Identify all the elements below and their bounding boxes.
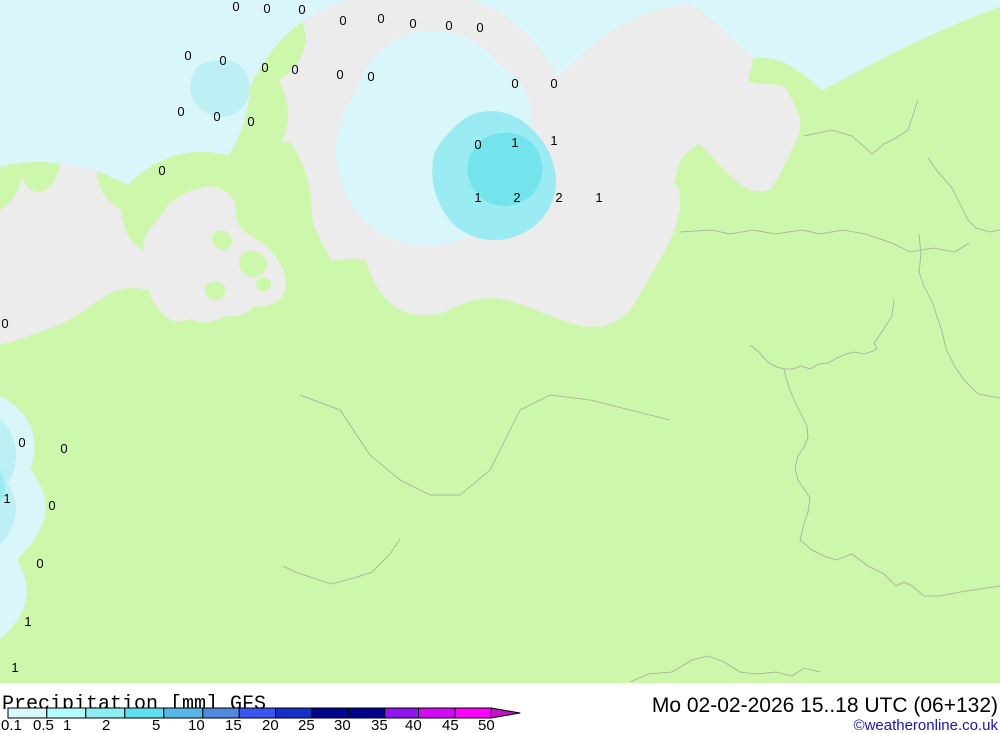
svg-text:2: 2 (102, 717, 110, 733)
svg-text:1: 1 (11, 660, 18, 675)
svg-text:0: 0 (1, 316, 8, 331)
svg-text:0: 0 (474, 137, 481, 152)
svg-text:0: 0 (336, 67, 343, 82)
svg-text:0: 0 (261, 60, 268, 75)
svg-text:0: 0 (263, 1, 270, 16)
svg-text:0: 0 (377, 11, 384, 26)
svg-text:10: 10 (188, 717, 205, 733)
svg-text:2: 2 (555, 190, 562, 205)
svg-text:20: 20 (262, 717, 279, 733)
svg-text:0: 0 (18, 435, 25, 450)
svg-text:Mo 02-02-2026 15..18 UTC (06+1: Mo 02-02-2026 15..18 UTC (06+132) (652, 694, 998, 717)
svg-text:1: 1 (595, 190, 602, 205)
svg-text:0: 0 (247, 114, 254, 129)
svg-text:0: 0 (177, 104, 184, 119)
svg-text:0: 0 (445, 18, 452, 33)
svg-text:40: 40 (405, 717, 422, 733)
svg-text:0: 0 (213, 109, 220, 124)
svg-text:1: 1 (511, 135, 518, 150)
svg-text:1: 1 (3, 491, 10, 506)
svg-text:15: 15 (225, 717, 242, 733)
svg-text:0.5: 0.5 (33, 717, 54, 733)
svg-text:45: 45 (442, 717, 459, 733)
svg-text:0: 0 (476, 20, 483, 35)
svg-text:0: 0 (60, 441, 67, 456)
svg-text:0: 0 (48, 498, 55, 513)
svg-text:0.1: 0.1 (1, 717, 22, 733)
svg-text:0: 0 (36, 556, 43, 571)
svg-text:50: 50 (478, 717, 495, 733)
svg-text:©weatheronline.co.uk: ©weatheronline.co.uk (854, 717, 999, 733)
svg-text:0: 0 (550, 76, 557, 91)
svg-text:1: 1 (474, 190, 481, 205)
svg-text:0: 0 (298, 2, 305, 17)
svg-text:1: 1 (63, 717, 71, 733)
svg-text:30: 30 (334, 717, 351, 733)
svg-text:1: 1 (550, 133, 557, 148)
svg-text:0: 0 (291, 62, 298, 77)
svg-text:0: 0 (409, 16, 416, 31)
svg-text:0: 0 (367, 69, 374, 84)
svg-text:2: 2 (513, 190, 520, 205)
svg-text:0: 0 (339, 13, 346, 28)
svg-text:0: 0 (219, 53, 226, 68)
svg-text:35: 35 (371, 717, 388, 733)
svg-text:5: 5 (152, 717, 160, 733)
svg-text:25: 25 (298, 717, 315, 733)
svg-text:0: 0 (232, 0, 239, 14)
svg-text:0: 0 (184, 48, 191, 63)
svg-text:0: 0 (511, 76, 518, 91)
svg-text:0: 0 (158, 163, 165, 178)
svg-text:1: 1 (24, 614, 31, 629)
